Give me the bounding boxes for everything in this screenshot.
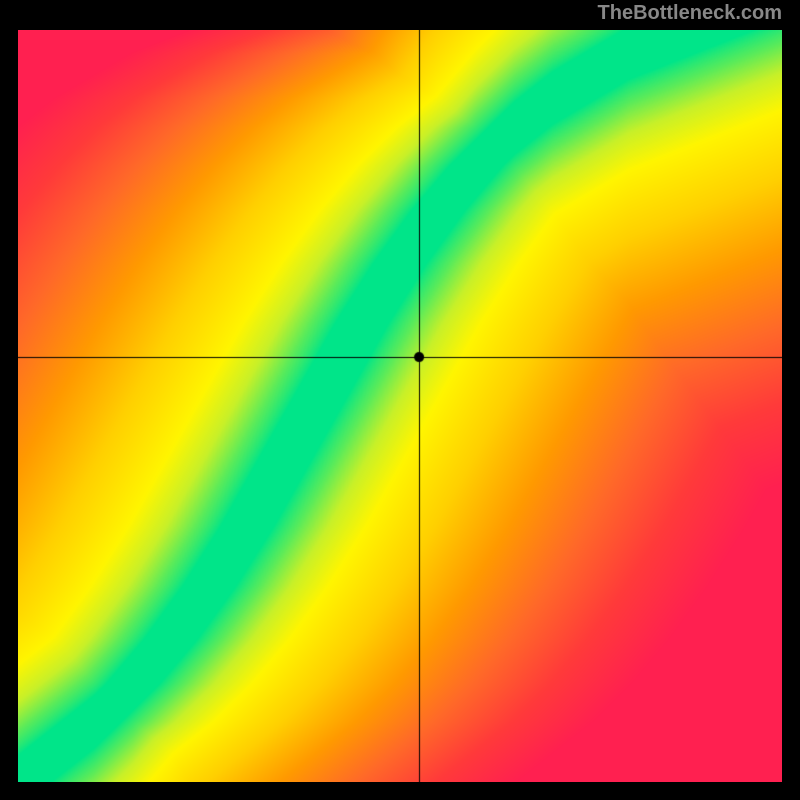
heatmap-canvas [18,30,782,782]
bottleneck-heatmap [18,30,782,782]
watermark-text: TheBottleneck.com [598,2,782,25]
